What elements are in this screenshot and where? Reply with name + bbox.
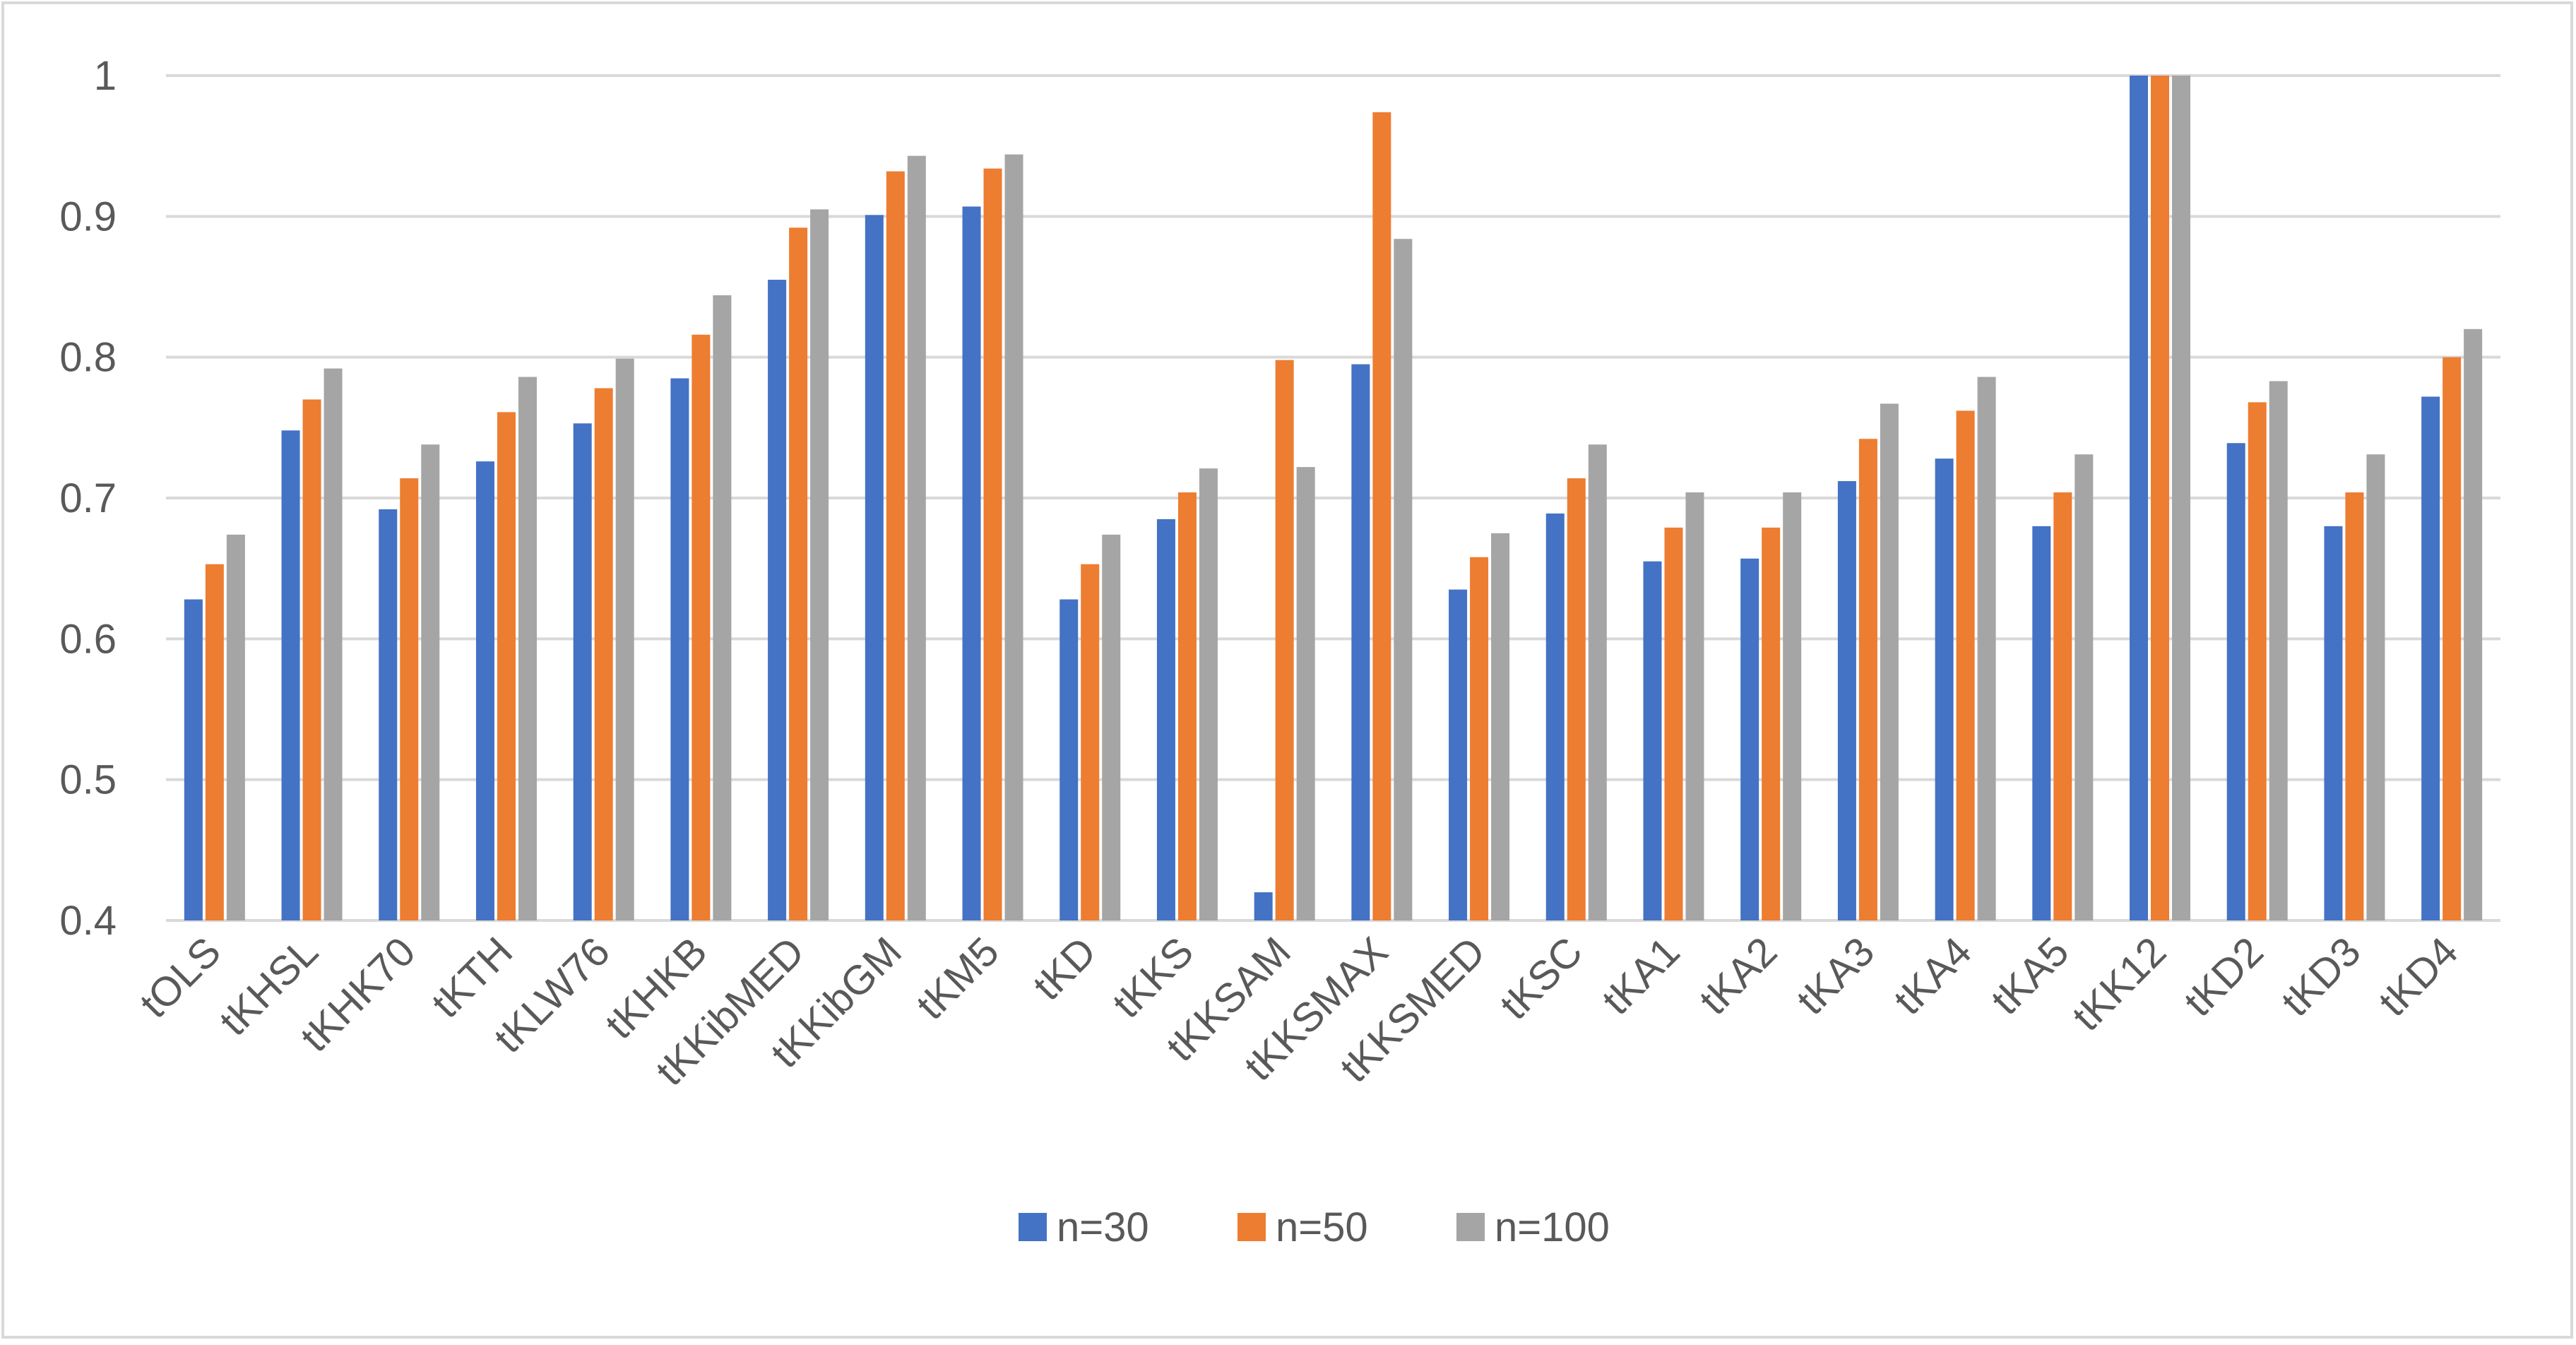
legend-label: n=100 [1495, 1204, 1610, 1250]
bar-tKA4-n=50 [1956, 410, 1975, 920]
bar-tKD4-n=50 [2443, 357, 2462, 921]
legend-swatch-n=30 [1019, 1213, 1047, 1241]
bar-tKK12-n=50 [2151, 76, 2170, 920]
legend-swatch-n=50 [1237, 1213, 1266, 1241]
y-tick-label: 0.5 [59, 757, 117, 803]
bar-tKHSL-n=100 [324, 368, 343, 920]
y-tick-label: 0.7 [59, 475, 117, 521]
bar-tKKSAM-n=50 [1275, 360, 1294, 920]
bar-tKKSMAX-n=100 [1394, 239, 1413, 920]
bar-tKLW76-n=50 [594, 388, 613, 920]
bar-tKHK70-n=30 [379, 509, 398, 920]
bar-tKKibGM-n=30 [865, 215, 884, 921]
bar-tKHK70-n=100 [421, 444, 440, 920]
bar-tKKSAM-n=100 [1296, 467, 1315, 920]
bar-tKA5-n=50 [2053, 492, 2072, 920]
y-tick-label: 0.8 [59, 335, 117, 381]
bar-tKA1-n=50 [1664, 527, 1683, 920]
bar-tKA3-n=30 [1837, 481, 1856, 920]
bar-tKD-n=30 [1060, 599, 1079, 920]
bar-tKD-n=100 [1102, 534, 1121, 920]
bar-tKA1-n=30 [1643, 561, 1662, 920]
bar-tKKSMED-n=30 [1449, 589, 1468, 920]
bar-tKHKB-n=30 [670, 378, 689, 920]
y-axis-tick-labels: 0.4 0.5 0.6 0.7 0.8 0.9 1 [59, 53, 117, 944]
y-tick-label: 0.4 [59, 898, 117, 944]
bar-tKA5-n=100 [2075, 454, 2094, 920]
bar-tKSC-n=50 [1567, 478, 1586, 920]
y-tick-label: 0.9 [59, 194, 117, 239]
bar-tKLW76-n=30 [573, 423, 592, 920]
bar-tKHKB-n=50 [692, 334, 711, 921]
bar-tKTH-n=30 [475, 461, 494, 920]
bar-tKK12-n=30 [2130, 76, 2149, 920]
bar-tKHKB-n=100 [713, 295, 732, 921]
bar-tOLS-n=30 [184, 599, 203, 920]
bar-tKA2-n=30 [1740, 558, 1759, 920]
bar-tKTH-n=100 [518, 377, 537, 920]
bar-tKA3-n=100 [1880, 403, 1899, 920]
bar-tKA2-n=50 [1762, 527, 1781, 920]
bar-tKD4-n=100 [2464, 328, 2483, 920]
y-tick-label: 0.6 [59, 616, 117, 662]
bars [184, 76, 2483, 921]
bar-tKKSMAX-n=50 [1372, 112, 1391, 920]
bar-tKKibMED-n=30 [768, 280, 787, 920]
y-tick-label: 1 [94, 53, 117, 99]
bar-tKD3-n=100 [2366, 454, 2385, 920]
bar-tKD2-n=100 [2269, 381, 2288, 920]
bar-tKKS-n=100 [1199, 468, 1218, 920]
bar-tKKS-n=50 [1177, 492, 1197, 920]
bar-tKLW76-n=100 [615, 358, 634, 920]
bar-tKA4-n=30 [1935, 458, 1954, 920]
bar-tKM5-n=30 [962, 206, 981, 920]
bar-tKKibMED-n=50 [789, 227, 808, 920]
bar-tKD3-n=50 [2345, 492, 2364, 920]
bar-tKA2-n=100 [1783, 492, 1802, 920]
bar-tOLS-n=100 [226, 534, 245, 920]
bar-tKD2-n=50 [2248, 402, 2267, 920]
bar-tKSC-n=30 [1545, 513, 1565, 920]
bar-tOLS-n=50 [205, 564, 224, 920]
bar-tKKibGM-n=100 [907, 155, 926, 920]
bar-tKA3-n=50 [1858, 439, 1877, 920]
legend-label: n=30 [1057, 1204, 1149, 1250]
legend: n=30 n=50 n=100 [1019, 1204, 1610, 1250]
bar-tKA5-n=30 [2032, 526, 2051, 920]
bar-tKM5-n=100 [1004, 154, 1023, 920]
bar-tKD2-n=30 [2226, 443, 2245, 920]
bar-tKHSL-n=30 [281, 430, 300, 920]
legend-label: n=50 [1276, 1204, 1368, 1250]
legend-swatch-n=100 [1456, 1213, 1485, 1241]
bar-tKSC-n=100 [1588, 444, 1607, 920]
bar-tKA4-n=100 [1977, 377, 1996, 920]
bar-tKKS-n=30 [1156, 519, 1175, 920]
bar-tKKibGM-n=50 [886, 171, 905, 921]
bar-tKD3-n=30 [2324, 526, 2343, 920]
bar-tKHK70-n=50 [400, 478, 419, 920]
bar-tKTH-n=50 [497, 412, 516, 920]
bar-tKM5-n=50 [983, 168, 1002, 920]
bar-tKKSMED-n=50 [1470, 557, 1489, 920]
bar-tKKSMAX-n=30 [1351, 364, 1370, 920]
bar-tKK12-n=100 [2172, 76, 2191, 920]
gridlines [166, 74, 2500, 922]
bar-tKKSMED-n=100 [1491, 533, 1510, 920]
bar-tKKSAM-n=30 [1254, 892, 1273, 920]
bar-tKHSL-n=50 [302, 399, 321, 920]
bar-tKA1-n=100 [1685, 492, 1704, 920]
bar-tKKibMED-n=100 [810, 209, 829, 920]
bar-tKD4-n=30 [2421, 396, 2440, 920]
bar-tKD-n=50 [1081, 564, 1100, 920]
